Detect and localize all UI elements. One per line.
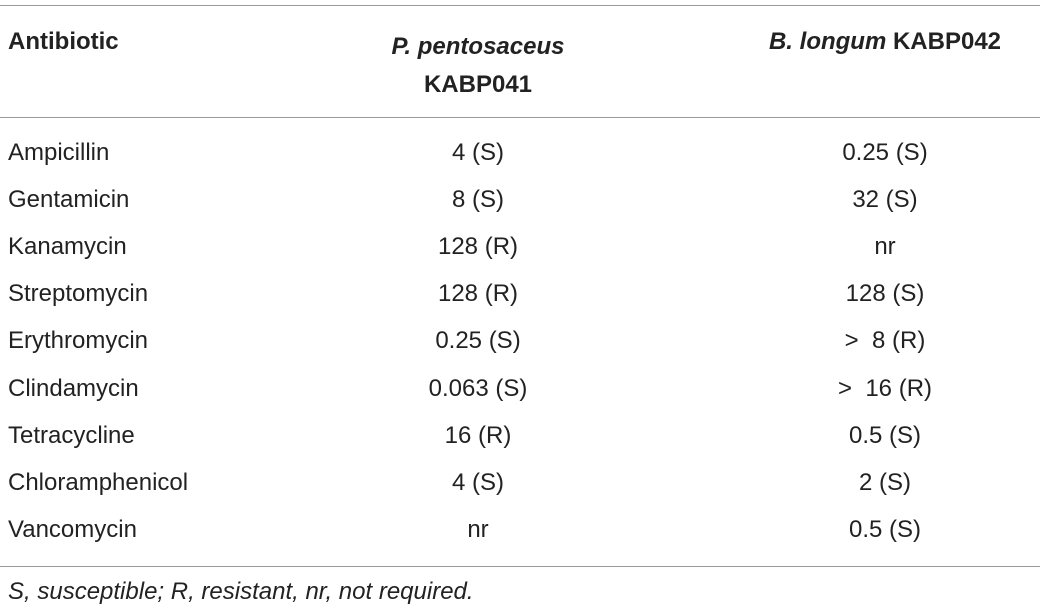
header-text: Antibiotic <box>8 28 119 55</box>
value-cell: > 16 (R) <box>837 374 933 402</box>
value-cell: 8 (S) <box>451 186 505 214</box>
antibiotic-name: Vancomycin <box>8 515 137 543</box>
value-cell: 128 (S) <box>845 280 925 308</box>
header-rule <box>0 117 1040 118</box>
value-cell: 0.25 (S) <box>435 327 521 355</box>
value-cell: 0.5 (S) <box>848 515 922 543</box>
value-cell: 4 (S) <box>451 139 505 166</box>
header-text: KABP041 <box>423 71 533 98</box>
value-cell: 0.5 (S) <box>848 421 922 449</box>
top-rule <box>0 5 1040 6</box>
header-cell: Antibiotic <box>8 28 119 56</box>
value-cell: 128 (R) <box>437 280 519 308</box>
header-text: KABP042 <box>892 28 1002 55</box>
antibiotic-name: Ampicillin <box>8 139 110 166</box>
antibiotic-name: Chloramphenicol <box>8 468 189 496</box>
value-cell: nr <box>467 515 489 543</box>
antibiotic-name: Gentamicin <box>8 186 130 214</box>
value-cell: 2 (S) <box>858 468 912 496</box>
antibiotic-name: Streptomycin <box>8 280 149 308</box>
value-cell: 0.25 (S) <box>842 139 928 166</box>
value-cell: 16 (R) <box>444 421 512 449</box>
bottom-rule <box>0 566 1040 567</box>
value-cell: 4 (S) <box>451 468 505 496</box>
antibiotic-name: Clindamycin <box>8 374 139 402</box>
value-cell: > 8 (R) <box>844 327 926 355</box>
header-italic: B. longum <box>768 28 887 55</box>
value-cell: 0.063 (S) <box>428 374 528 402</box>
footnote: S, susceptible; R, resistant, nr, not re… <box>8 578 474 605</box>
value-cell: nr <box>874 233 896 261</box>
antibiotic-name: Erythromycin <box>8 327 149 355</box>
value-cell: 32 (S) <box>852 186 918 214</box>
header-cell: B. longum KABP042 <box>769 28 1001 56</box>
header-cell: P. pentosaceus KABP041 <box>392 28 565 104</box>
header-italic: P. pentosaceus <box>391 33 565 60</box>
antibiotic-name: Kanamycin <box>8 233 127 261</box>
antibiotic-name: Tetracycline <box>8 421 135 449</box>
value-cell: 128 (R) <box>437 233 519 261</box>
